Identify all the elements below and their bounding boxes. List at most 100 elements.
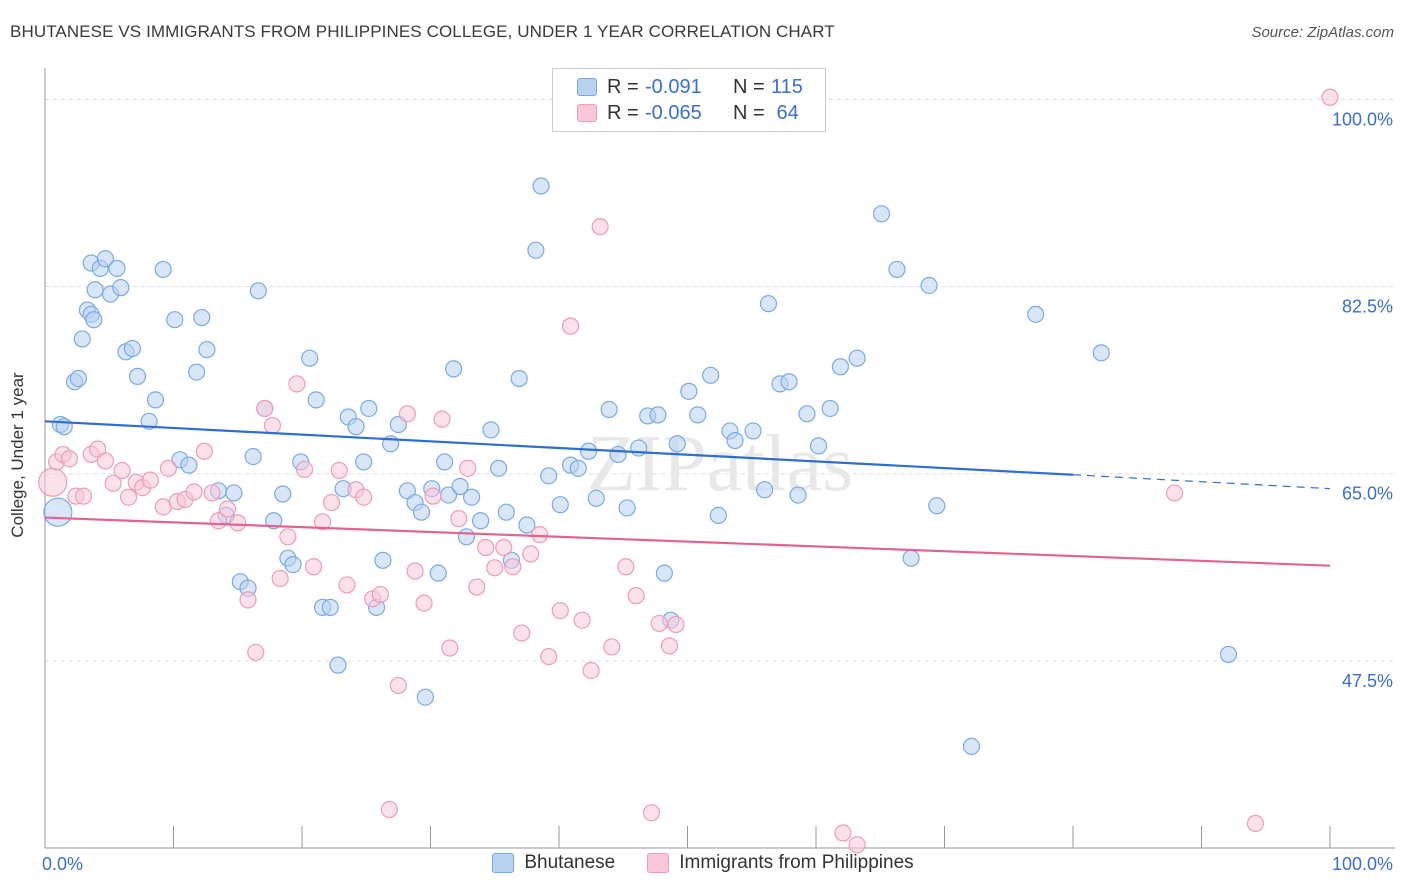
data-point	[680, 382, 698, 400]
data-point	[482, 421, 500, 439]
data-point	[284, 555, 302, 574]
legend-item-philippines[interactable]: Immigrants from Philippines	[647, 852, 914, 874]
data-point	[249, 282, 267, 300]
data-point	[445, 360, 463, 378]
data-point	[229, 514, 247, 532]
data-point	[522, 545, 540, 563]
data-point	[709, 506, 727, 525]
data-point	[609, 445, 627, 464]
data-point	[755, 481, 774, 499]
data-point	[518, 516, 536, 534]
data-point	[301, 349, 319, 367]
data-point	[902, 549, 920, 567]
data-point	[38, 467, 68, 497]
legend-r-value: -0.091	[645, 75, 702, 98]
data-point	[433, 410, 451, 428]
data-point	[218, 500, 237, 518]
x-tick-label: 0.0%	[42, 854, 83, 874]
data-point	[532, 177, 550, 195]
legend-swatch-philippines	[647, 853, 670, 873]
data-point	[497, 503, 515, 521]
data-point	[406, 562, 424, 580]
legend-row-philippines: R = -0.065 N = 64	[577, 100, 799, 126]
data-point	[1321, 88, 1339, 106]
stats-legend: R = -0.091 N = 115 R = -0.065 N = 64	[552, 68, 826, 132]
legend-n-label: N =	[733, 75, 765, 98]
data-point	[225, 484, 243, 502]
data-point	[798, 405, 816, 423]
data-point	[288, 375, 306, 393]
data-point	[424, 487, 442, 505]
data-point	[380, 800, 398, 819]
data-point	[128, 367, 147, 385]
data-point	[389, 676, 407, 695]
data-point	[112, 279, 130, 297]
data-point	[573, 611, 591, 629]
y-tick-label: 100.0%	[1332, 109, 1393, 129]
data-point	[166, 311, 184, 329]
data-point	[780, 373, 798, 391]
data-point	[96, 250, 114, 268]
data-point	[618, 499, 636, 517]
data-point	[355, 453, 373, 471]
legend-n-label: N =	[733, 101, 765, 124]
data-point	[1246, 814, 1265, 833]
data-point	[338, 576, 356, 594]
data-point	[504, 558, 522, 576]
data-point	[702, 366, 720, 384]
data-point	[146, 391, 165, 409]
data-point	[649, 406, 667, 424]
legend-swatch-philippines	[577, 104, 597, 122]
data-point	[540, 467, 558, 485]
data-point	[789, 486, 807, 504]
x-tick-label: 100.0%	[1332, 854, 1393, 874]
data-point	[265, 512, 283, 530]
data-point	[463, 488, 481, 506]
data-point	[1027, 305, 1045, 323]
data-point	[834, 824, 852, 842]
data-point	[96, 452, 114, 470]
data-point	[279, 528, 297, 546]
legend-n-value: 115	[771, 75, 803, 98]
data-point	[429, 564, 447, 582]
data-point	[159, 459, 177, 477]
legend-swatch-bhutanese	[577, 78, 597, 96]
data-point	[304, 558, 323, 576]
data-point	[123, 339, 141, 358]
data-point	[307, 391, 325, 409]
data-point	[486, 559, 504, 577]
data-point	[531, 526, 549, 544]
data-point	[188, 363, 206, 381]
data-point	[551, 601, 569, 620]
data-point	[477, 538, 495, 557]
trend-line	[44, 516, 1331, 567]
data-point	[582, 661, 600, 680]
data-point	[73, 330, 91, 348]
data-point	[600, 400, 618, 419]
data-point	[274, 485, 292, 503]
trend-line-extension	[1072, 474, 1331, 490]
data-point	[185, 483, 203, 501]
data-point	[374, 551, 392, 569]
legend-item-bhutanese[interactable]: Bhutanese	[492, 852, 615, 874]
chart-source: Source: ZipAtlas.com	[1251, 24, 1394, 41]
data-point	[347, 418, 365, 436]
data-point	[630, 439, 648, 457]
data-point	[726, 431, 744, 450]
data-point	[587, 489, 605, 507]
data-point	[660, 637, 679, 655]
data-point	[1092, 344, 1110, 362]
data-point	[108, 259, 126, 277]
data-point	[490, 459, 508, 477]
data-point	[451, 477, 469, 496]
data-point	[256, 399, 274, 418]
data-point	[759, 295, 778, 313]
data-point	[551, 496, 569, 514]
data-point	[962, 737, 981, 756]
data-point	[527, 241, 545, 259]
legend-r-label: R =	[607, 101, 639, 124]
y-tick-label: 82.5%	[1342, 297, 1393, 317]
data-point	[141, 471, 159, 489]
legend-n-value: 64	[771, 101, 799, 124]
data-point	[60, 450, 79, 468]
